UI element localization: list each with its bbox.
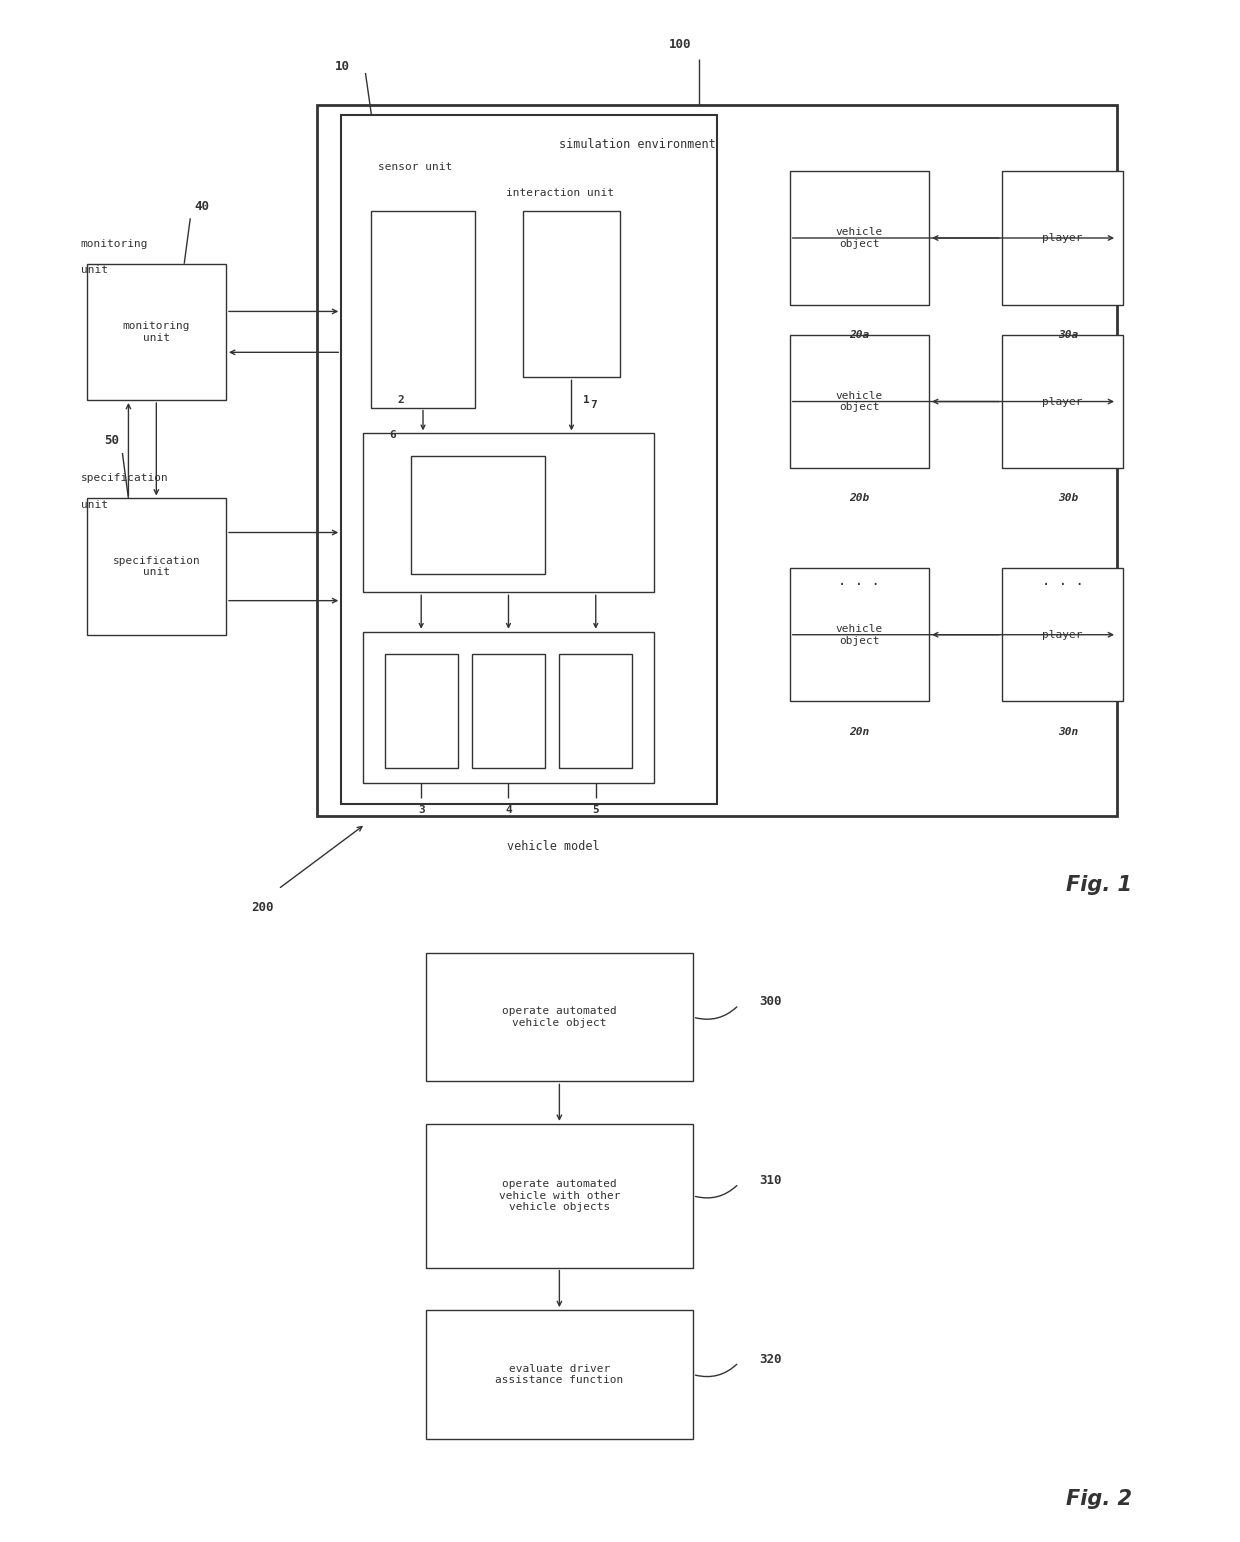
Text: player: player [1042,629,1083,640]
Bar [427,1124,693,1268]
Text: unit: unit [81,500,108,510]
Text: 3: 3 [418,805,424,816]
Text: 5: 5 [593,805,599,816]
Text: 300: 300 [759,996,782,1008]
Bar [427,953,693,1081]
Text: vehicle model: vehicle model [507,840,600,853]
Text: 2: 2 [398,395,404,406]
Text: evaluate driver
assistance function: evaluate driver assistance function [495,1363,624,1385]
Bar [363,632,653,783]
Bar [372,211,475,407]
Text: interaction unit: interaction unit [506,188,614,197]
Text: monitoring
unit: monitoring unit [123,321,190,342]
Text: simulation environment: simulation environment [559,139,717,151]
Bar [790,171,929,305]
Text: 30n: 30n [1059,726,1079,737]
Text: specification: specification [81,473,169,483]
Text: player: player [1042,233,1083,244]
Bar [1002,171,1123,305]
Text: 7: 7 [590,399,596,410]
Bar [472,654,544,768]
Bar [427,1311,693,1439]
Bar [790,335,929,469]
Bar [412,456,544,574]
Text: · · ·: · · · [1042,578,1084,592]
Bar [790,567,929,702]
Bar [523,211,620,378]
Text: 40: 40 [193,200,208,213]
Bar [363,433,653,592]
Text: 4: 4 [505,805,512,816]
Bar [1002,567,1123,702]
Text: 200: 200 [252,901,274,914]
Text: Fig. 2: Fig. 2 [1066,1490,1132,1510]
Text: operate automated
vehicle with other
vehicle objects: operate automated vehicle with other veh… [498,1180,620,1212]
Text: vehicle
object: vehicle object [836,227,883,248]
Text: unit: unit [81,265,108,276]
Text: player: player [1042,396,1083,407]
Text: sensor unit: sensor unit [377,162,451,173]
Bar [87,264,226,399]
Text: 100: 100 [668,37,691,51]
Text: 20n: 20n [849,726,869,737]
Text: 320: 320 [759,1352,782,1366]
Bar [87,498,226,635]
Text: · · ·: · · · [838,578,880,592]
Text: 50: 50 [104,435,119,447]
Text: 1: 1 [583,395,589,406]
Text: 30a: 30a [1059,330,1079,339]
Bar [384,654,458,768]
Text: 20a: 20a [849,330,869,339]
Text: 30b: 30b [1059,493,1079,503]
Text: vehicle
object: vehicle object [836,390,883,412]
Bar [1002,335,1123,469]
Bar [559,654,632,768]
Text: operate automated
vehicle object: operate automated vehicle object [502,1007,616,1029]
Bar [341,116,717,805]
Text: Fig. 1: Fig. 1 [1066,874,1132,894]
Text: monitoring: monitoring [81,239,148,248]
Text: specification
unit: specification unit [113,555,200,577]
Text: 310: 310 [759,1173,782,1187]
Bar [317,105,1117,816]
Text: vehicle
object: vehicle object [836,625,883,646]
Text: 20b: 20b [849,493,869,503]
Text: 6: 6 [389,430,396,439]
Text: 10: 10 [335,60,350,74]
